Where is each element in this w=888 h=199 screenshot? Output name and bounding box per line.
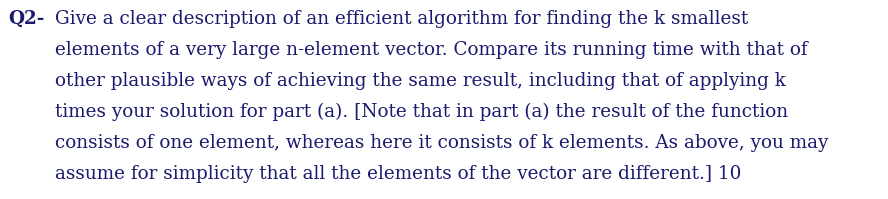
Text: elements of a very large n-element vector. Compare its running time with that of: elements of a very large n-element vecto… — [55, 41, 807, 59]
Text: assume for simplicity that all the elements of the vector are different.] 10: assume for simplicity that all the eleme… — [55, 165, 741, 183]
Text: consists of one element, whereas here it consists of k elements. As above, you m: consists of one element, whereas here it… — [55, 134, 829, 152]
Text: Give a clear description of an efficient algorithm for finding the k smallest: Give a clear description of an efficient… — [55, 10, 749, 28]
Text: Q2-: Q2- — [8, 10, 44, 28]
Text: times your solution for part (a). [Note that in part (a) the result of the funct: times your solution for part (a). [Note … — [55, 103, 789, 121]
Text: other plausible ways of achieving the same result, including that of applying k: other plausible ways of achieving the sa… — [55, 72, 786, 90]
